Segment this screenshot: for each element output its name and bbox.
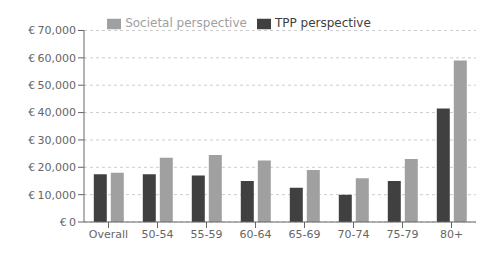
- svg-text:€ 0: € 0: [60, 216, 76, 229]
- svg-text:€ 70,000: € 70,000: [28, 24, 76, 37]
- svg-text:60-64: 60-64: [240, 228, 272, 241]
- svg-text:€ 20,000: € 20,000: [28, 161, 76, 174]
- svg-text:€ 40,000: € 40,000: [28, 106, 76, 119]
- svg-text:75-79: 75-79: [387, 228, 419, 241]
- svg-text:50-54: 50-54: [142, 228, 174, 241]
- html-text:Societal perspective: Societal perspective: [125, 16, 247, 30]
- svg-text:€ 30,000: € 30,000: [28, 134, 76, 147]
- svg-text:€ 60,000: € 60,000: [28, 52, 76, 65]
- svg-text:€ 50,000: € 50,000: [28, 79, 76, 92]
- svg-text:80+: 80+: [440, 228, 463, 241]
- svg-text:65-69: 65-69: [289, 228, 321, 241]
- html-text:TPP perspective: TPP perspective: [274, 16, 371, 30]
- svg-text:€ 10,000: € 10,000: [28, 189, 76, 202]
- svg-text:Overall: Overall: [89, 228, 128, 241]
- svg-text:55-59: 55-59: [191, 228, 223, 241]
- svg-text:70-74: 70-74: [338, 228, 370, 241]
